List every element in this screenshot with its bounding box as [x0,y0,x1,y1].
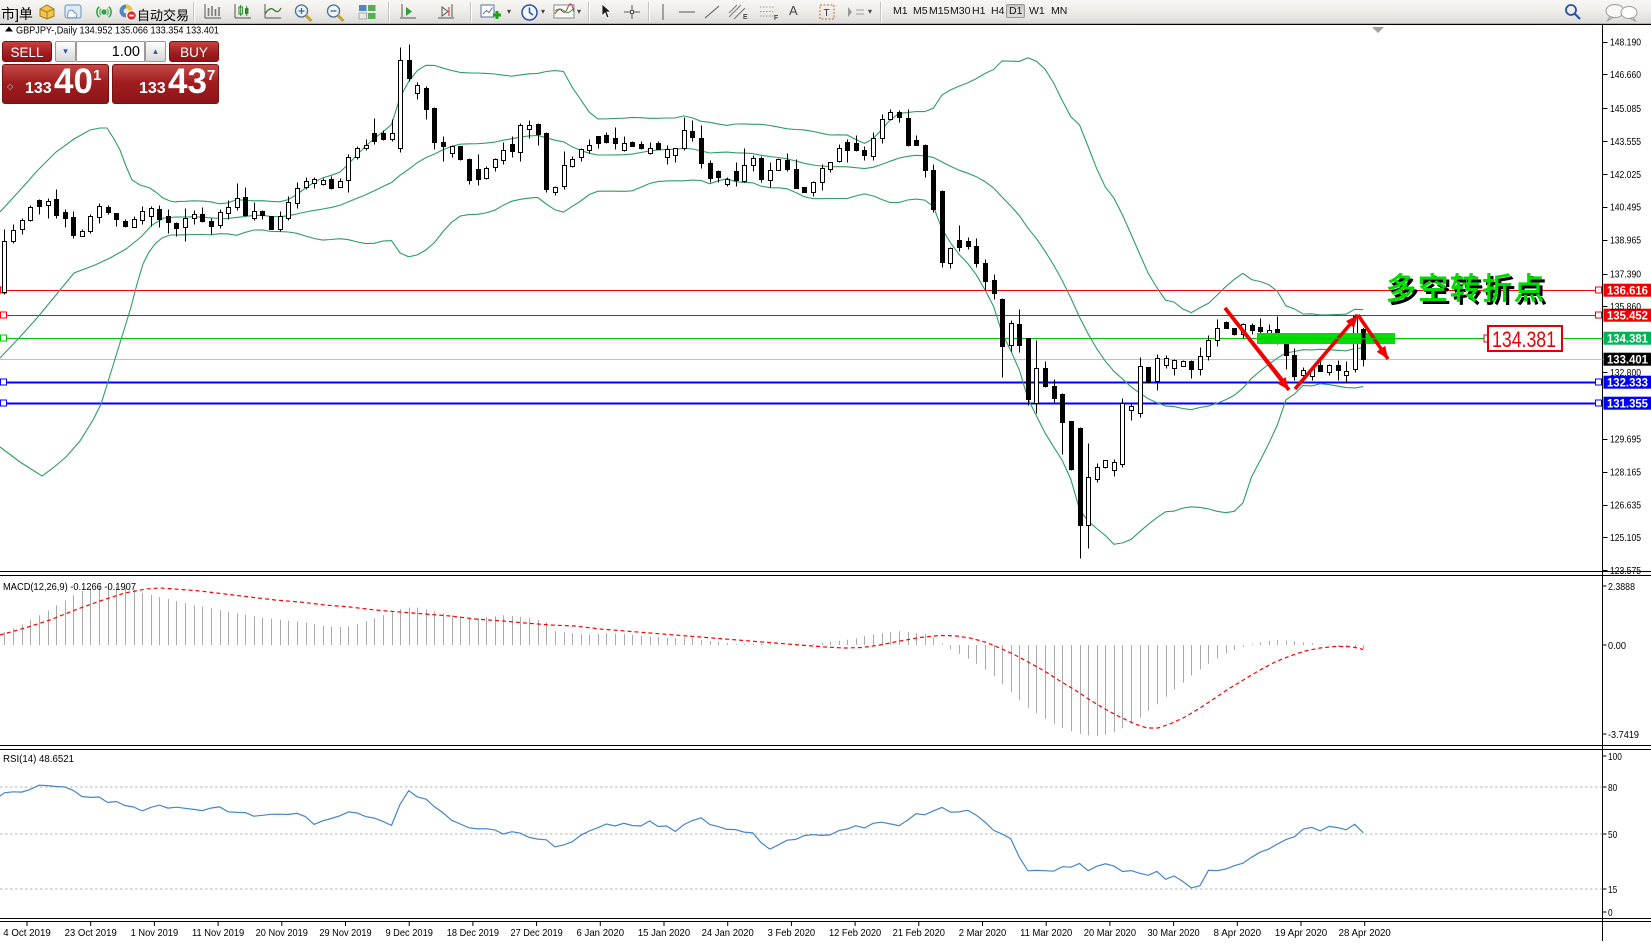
svg-text:2.3888: 2.3888 [1608,581,1635,593]
svg-text:142.025: 142.025 [1610,169,1641,181]
svg-text:1 Nov 2019: 1 Nov 2019 [131,927,179,939]
svg-text:131.355: 131.355 [1607,398,1649,410]
svg-text:24 Jan 2020: 24 Jan 2020 [702,927,754,939]
svg-text:134.381: 134.381 [1492,327,1556,352]
svg-text:0: 0 [1608,907,1613,919]
svg-text:11 Nov 2019: 11 Nov 2019 [192,927,244,939]
svg-text:146.660: 146.660 [1610,69,1641,81]
svg-text:132.333: 132.333 [1607,377,1648,389]
svg-text:29 Nov 2019: 29 Nov 2019 [319,927,371,939]
svg-text:-3.7419: -3.7419 [1608,729,1639,741]
svg-text:2 Mar 2020: 2 Mar 2020 [959,927,1007,939]
svg-text:8 Apr 2020: 8 Apr 2020 [1214,927,1262,939]
svg-text:MACD(12,26,9) -0.1266 -0.1907: MACD(12,26,9) -0.1266 -0.1907 [3,581,136,593]
svg-text:125.105: 125.105 [1610,532,1641,544]
svg-text:134.381: 134.381 [1607,333,1649,345]
svg-text:3 Feb 2020: 3 Feb 2020 [768,927,816,939]
svg-text:15: 15 [1608,884,1617,896]
svg-text:30 Mar 2020: 30 Mar 2020 [1147,927,1199,939]
svg-text:15 Jan 2020: 15 Jan 2020 [638,927,690,939]
svg-text:18 Dec 2019: 18 Dec 2019 [447,927,499,939]
svg-text:T: T [824,8,830,19]
svg-text:143.555: 143.555 [1610,136,1641,148]
svg-text:4 Oct 2019: 4 Oct 2019 [3,927,51,939]
svg-text:19 Apr 2020: 19 Apr 2020 [1275,927,1327,939]
svg-text:126.635: 126.635 [1610,499,1641,511]
svg-text:9 Dec 2019: 9 Dec 2019 [385,927,433,939]
svg-text:多空转折点: 多空转折点 [1386,273,1546,306]
svg-text:0.00: 0.00 [1608,640,1626,652]
svg-text:20 Mar 2020: 20 Mar 2020 [1084,927,1136,939]
svg-text:23 Oct 2019: 23 Oct 2019 [65,927,117,939]
svg-text:27 Dec 2019: 27 Dec 2019 [510,927,562,939]
svg-text:21 Feb 2020: 21 Feb 2020 [893,927,945,939]
svg-text:20 Nov 2019: 20 Nov 2019 [256,927,308,939]
svg-text:12 Feb 2020: 12 Feb 2020 [829,927,881,939]
svg-text:E: E [743,14,748,21]
svg-text:140.495: 140.495 [1610,202,1641,214]
svg-text:137.390: 137.390 [1610,268,1641,280]
svg-text:136.616: 136.616 [1607,285,1648,297]
svg-text:6 Jan 2020: 6 Jan 2020 [577,927,625,939]
svg-text:148.190: 148.190 [1610,36,1641,48]
svg-text:RSI(14) 48.6521: RSI(14) 48.6521 [3,753,74,765]
svg-text:11 Mar 2020: 11 Mar 2020 [1020,927,1072,939]
svg-text:GBPJPY-,Daily 134.952 135.066: GBPJPY-,Daily 134.952 135.066 133.354 13… [16,25,219,37]
svg-text:133.401: 133.401 [1607,354,1649,366]
svg-text:50: 50 [1608,829,1617,841]
svg-text:F: F [774,15,778,21]
svg-text:138.965: 138.965 [1610,235,1641,247]
svg-text:129.695: 129.695 [1610,434,1641,446]
svg-text:145.085: 145.085 [1610,103,1641,115]
svg-text:128.165: 128.165 [1610,466,1641,478]
svg-text:123.575: 123.575 [1610,565,1641,577]
svg-text:80: 80 [1608,782,1617,794]
svg-text:135.452: 135.452 [1607,310,1648,322]
svg-text:100: 100 [1608,751,1622,763]
svg-text:28 Apr 2020: 28 Apr 2020 [1339,927,1391,939]
